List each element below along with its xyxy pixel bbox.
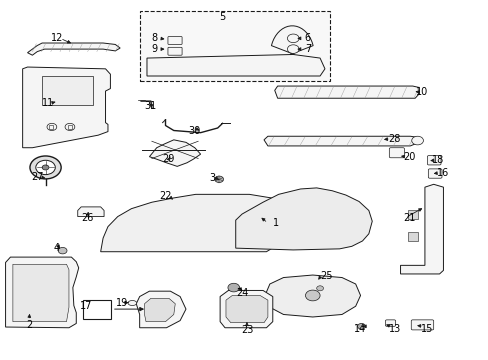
- Polygon shape: [136, 291, 185, 328]
- Text: 28: 28: [387, 134, 400, 144]
- Text: 14: 14: [354, 324, 366, 334]
- Text: 30: 30: [188, 126, 201, 135]
- Ellipse shape: [128, 301, 137, 306]
- Polygon shape: [235, 188, 371, 250]
- Text: 17: 17: [80, 301, 92, 311]
- Bar: [49, 125, 53, 129]
- FancyBboxPatch shape: [427, 169, 441, 178]
- Polygon shape: [5, 257, 79, 328]
- Bar: [407, 211, 417, 220]
- Text: 12: 12: [50, 33, 63, 43]
- Text: 31: 31: [144, 102, 157, 112]
- FancyBboxPatch shape: [385, 320, 395, 326]
- Text: 2: 2: [26, 320, 32, 330]
- Text: 8: 8: [151, 33, 157, 43]
- Text: 24: 24: [235, 288, 248, 298]
- Polygon shape: [220, 291, 272, 328]
- FancyBboxPatch shape: [167, 37, 182, 44]
- Polygon shape: [147, 54, 325, 76]
- Polygon shape: [400, 184, 443, 274]
- Circle shape: [65, 123, 75, 131]
- Text: 6: 6: [304, 33, 310, 43]
- Circle shape: [287, 45, 299, 53]
- Polygon shape: [271, 26, 312, 54]
- Text: 9: 9: [151, 44, 157, 54]
- Text: 19: 19: [115, 298, 127, 308]
- Bar: [407, 232, 417, 241]
- Circle shape: [305, 290, 320, 301]
- Text: 7: 7: [304, 44, 310, 54]
- Text: 20: 20: [402, 152, 415, 162]
- Bar: [140, 12, 329, 81]
- Circle shape: [287, 34, 299, 42]
- Text: 13: 13: [388, 324, 400, 334]
- Circle shape: [214, 176, 223, 183]
- Bar: [82, 301, 111, 319]
- Text: 23: 23: [240, 325, 253, 335]
- Circle shape: [30, 156, 61, 179]
- Polygon shape: [264, 275, 360, 317]
- Polygon shape: [78, 207, 104, 217]
- FancyBboxPatch shape: [410, 320, 433, 330]
- FancyBboxPatch shape: [427, 156, 440, 165]
- Text: 15: 15: [420, 324, 433, 334]
- Text: 4: 4: [54, 243, 60, 253]
- Text: 3: 3: [209, 173, 215, 183]
- Text: 27: 27: [31, 172, 43, 182]
- Circle shape: [316, 286, 323, 291]
- Text: 29: 29: [163, 154, 175, 164]
- Circle shape: [411, 136, 423, 145]
- Text: 21: 21: [402, 213, 415, 222]
- Circle shape: [47, 123, 57, 131]
- Circle shape: [42, 165, 49, 170]
- Text: 25: 25: [320, 271, 332, 281]
- Text: 11: 11: [42, 98, 55, 108]
- Text: 22: 22: [159, 191, 171, 201]
- Circle shape: [58, 247, 67, 254]
- Text: 1: 1: [273, 218, 279, 228]
- Polygon shape: [13, 264, 69, 321]
- Polygon shape: [225, 296, 267, 323]
- Text: 16: 16: [436, 168, 448, 178]
- Polygon shape: [149, 140, 200, 166]
- Polygon shape: [274, 86, 418, 98]
- Text: 5: 5: [219, 12, 225, 22]
- Polygon shape: [27, 43, 120, 55]
- FancyBboxPatch shape: [388, 148, 404, 158]
- Text: 26: 26: [81, 213, 94, 222]
- Text: 10: 10: [415, 87, 427, 97]
- Circle shape: [36, 160, 55, 175]
- Bar: [68, 125, 72, 129]
- Circle shape: [357, 323, 365, 329]
- Polygon shape: [264, 136, 419, 146]
- Bar: [42, 76, 93, 105]
- Text: 18: 18: [431, 155, 444, 165]
- Polygon shape: [144, 298, 175, 321]
- FancyBboxPatch shape: [167, 47, 182, 55]
- Circle shape: [227, 283, 239, 292]
- Polygon shape: [22, 67, 110, 148]
- Polygon shape: [101, 194, 284, 252]
